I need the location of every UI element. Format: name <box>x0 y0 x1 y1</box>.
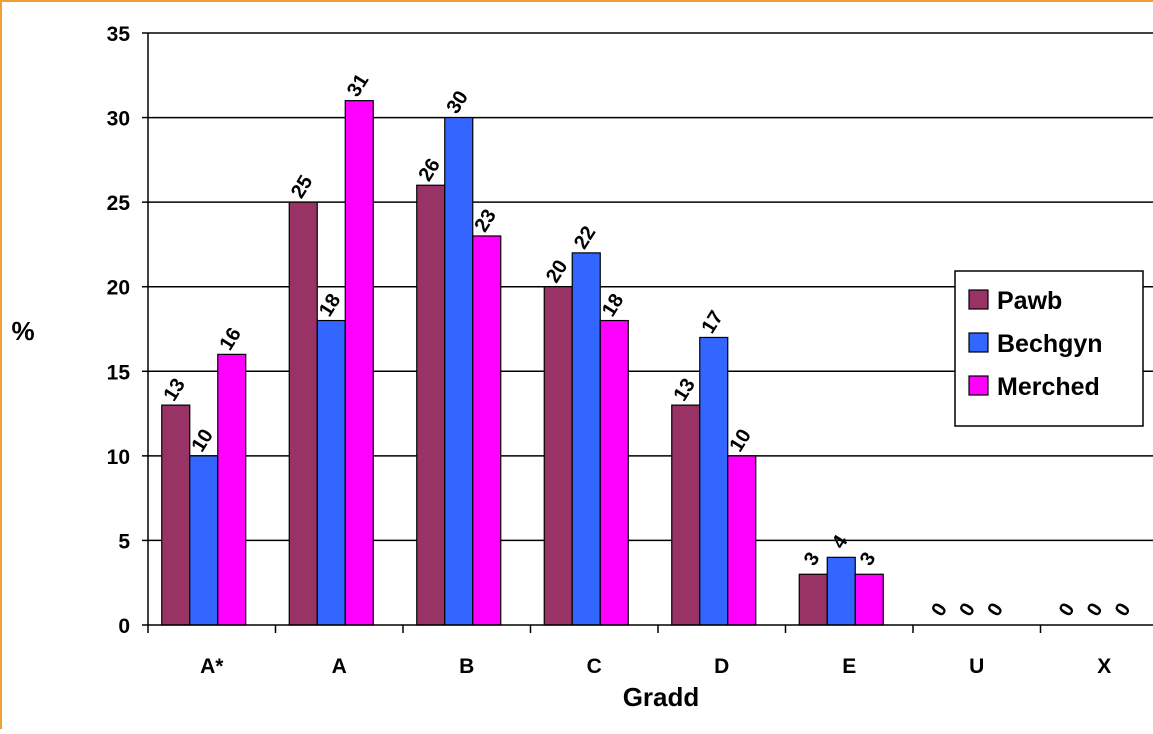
data-label: 0 <box>1111 599 1136 620</box>
data-label: 0 <box>955 599 980 620</box>
bar-bechgyn <box>826 556 856 626</box>
legend: Pawb Bechgyn Merched <box>954 270 1144 427</box>
x-tick-label: C <box>587 655 602 678</box>
data-label: 30 <box>442 87 472 118</box>
bar-merched <box>854 573 884 626</box>
y-tick-label: 20 <box>107 277 130 300</box>
x-tick-label: A* <box>200 655 224 678</box>
legend-swatch-bechgyn <box>968 332 989 353</box>
data-label: 31 <box>343 70 373 101</box>
bar-merched <box>217 353 247 626</box>
x-tick-label: U <box>969 655 984 678</box>
data-label: 18 <box>598 290 628 321</box>
x-axis-title: Gradd <box>623 682 700 712</box>
bar-merched <box>344 100 374 626</box>
legend-label-merched: Merched <box>997 373 1100 401</box>
y-tick-label: 25 <box>107 192 131 215</box>
data-label: 10 <box>187 425 217 456</box>
bar-pawb <box>798 573 828 626</box>
bar-pawb <box>161 404 191 626</box>
x-tick-label: B <box>459 655 474 678</box>
x-tick-label: D <box>714 655 729 678</box>
legend-label-bechgyn: Bechgyn <box>997 330 1103 358</box>
data-label: 3 <box>856 549 881 570</box>
legend-swatch-merched <box>968 375 989 396</box>
bar-pawb <box>671 404 701 626</box>
data-label: 4 <box>828 531 853 553</box>
data-label: 22 <box>570 222 600 253</box>
bar-bechgyn <box>316 319 346 626</box>
data-label: 0 <box>1083 599 1108 620</box>
y-tick-label: 15 <box>107 361 131 384</box>
data-label: 0 <box>983 599 1008 620</box>
bar-pawb <box>416 184 446 626</box>
data-label: 13 <box>159 375 189 406</box>
bar-bechgyn <box>699 336 729 626</box>
data-label: 18 <box>315 290 345 321</box>
bar-merched <box>727 455 757 626</box>
bar-pawb <box>543 286 573 626</box>
data-label: 3 <box>800 549 825 570</box>
bar-bechgyn <box>189 455 219 626</box>
bar-merched <box>599 319 629 626</box>
legend-swatch-pawb <box>968 289 989 310</box>
x-tick-label: A <box>332 655 347 678</box>
y-tick-label: 5 <box>118 530 130 553</box>
y-tick-label: 0 <box>118 615 130 638</box>
x-tick-label: X <box>1097 655 1111 678</box>
bar-bechgyn <box>444 116 474 626</box>
y-tick-label: 30 <box>107 108 130 131</box>
y-tick-label: 10 <box>107 446 130 469</box>
data-label: 20 <box>542 256 572 287</box>
bar-pawb <box>288 201 318 626</box>
data-label: 13 <box>669 375 699 406</box>
bar-merched <box>472 235 502 626</box>
data-label: 0 <box>927 599 952 620</box>
x-tick-label: E <box>842 655 856 678</box>
data-label: 25 <box>287 172 317 203</box>
legend-label-pawb: Pawb <box>997 287 1062 315</box>
data-label: 26 <box>414 155 444 186</box>
data-label: 16 <box>215 324 245 355</box>
data-label: 10 <box>725 425 755 456</box>
y-tick-label: 35 <box>107 23 131 46</box>
data-label: 0 <box>1055 599 1080 620</box>
data-label: 23 <box>470 206 500 237</box>
bars <box>161 100 884 626</box>
y-axis-title: % <box>11 316 34 346</box>
bar-bechgyn <box>571 252 601 626</box>
data-label: 17 <box>697 307 727 338</box>
